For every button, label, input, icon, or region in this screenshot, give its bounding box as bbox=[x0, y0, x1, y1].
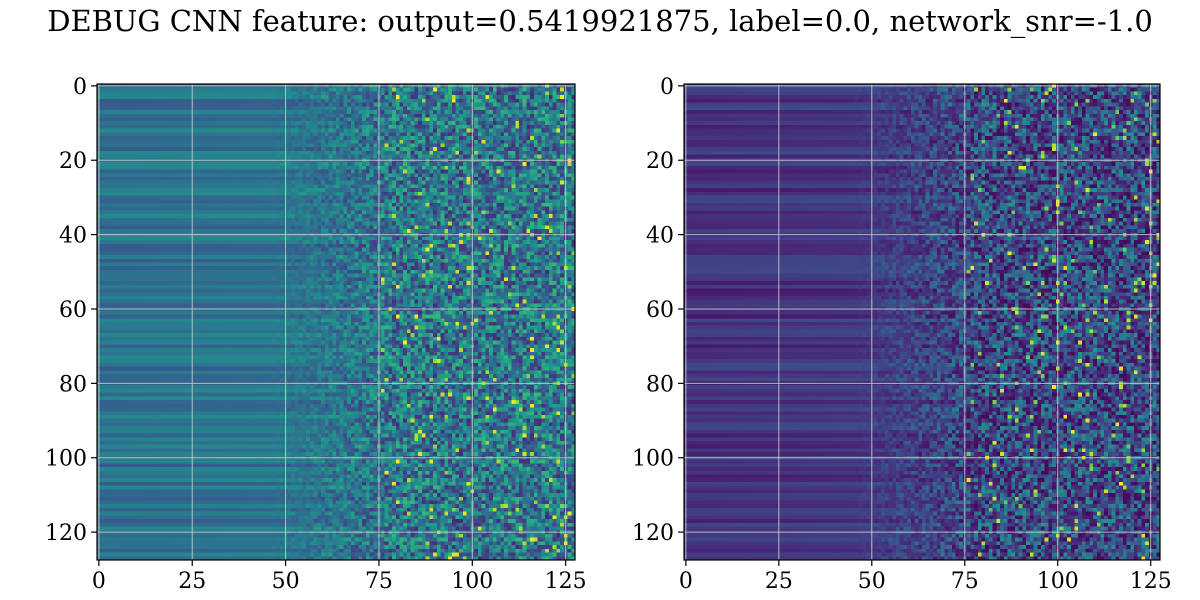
x-tick-label: 125 bbox=[545, 569, 587, 594]
x-tick-label: 50 bbox=[858, 569, 886, 594]
x-tick-label: 0 bbox=[92, 569, 106, 594]
figure-title: DEBUG CNN feature: output=0.5419921875, … bbox=[47, 4, 1153, 38]
heatmap-panel-1: 0 25 50 75 100 125 0 20 40 60 80 100 120 bbox=[45, 75, 587, 594]
x-tick-label: 25 bbox=[178, 569, 206, 594]
heatmap-panel-2: 0 25 50 75 100 125 0 20 40 60 80 100 120 bbox=[632, 75, 1172, 594]
y-tick-label: 100 bbox=[45, 447, 87, 472]
y-tick-label: 60 bbox=[59, 298, 87, 323]
y-tick-label: 120 bbox=[45, 521, 87, 546]
x-tick-label: 75 bbox=[365, 569, 393, 594]
axes-frame bbox=[683, 83, 1161, 561]
y-tick-label: 120 bbox=[632, 521, 674, 546]
y-tick-label: 100 bbox=[632, 447, 674, 472]
y-tick-label: 20 bbox=[646, 149, 674, 174]
axes-frame bbox=[96, 83, 576, 561]
x-tick-label: 0 bbox=[679, 569, 693, 594]
y-tick-label: 40 bbox=[646, 224, 674, 249]
x-tick-label: 100 bbox=[451, 569, 493, 594]
x-tick-label: 25 bbox=[765, 569, 793, 594]
heatmap-image-1 bbox=[97, 84, 575, 560]
y-tick-label: 20 bbox=[59, 149, 87, 174]
x-tick-label: 50 bbox=[272, 569, 300, 594]
y-tick-label: 0 bbox=[73, 75, 87, 100]
x-tick-label: 125 bbox=[1130, 569, 1172, 594]
y-tick-label: 60 bbox=[646, 298, 674, 323]
y-tick-label: 80 bbox=[59, 372, 87, 397]
y-tick-label: 40 bbox=[59, 224, 87, 249]
y-tick-label: 0 bbox=[660, 75, 674, 100]
x-tick-label: 75 bbox=[951, 569, 979, 594]
y-tick-label: 80 bbox=[646, 372, 674, 397]
heatmap-image-2 bbox=[684, 84, 1160, 560]
x-tick-label: 100 bbox=[1037, 569, 1079, 594]
